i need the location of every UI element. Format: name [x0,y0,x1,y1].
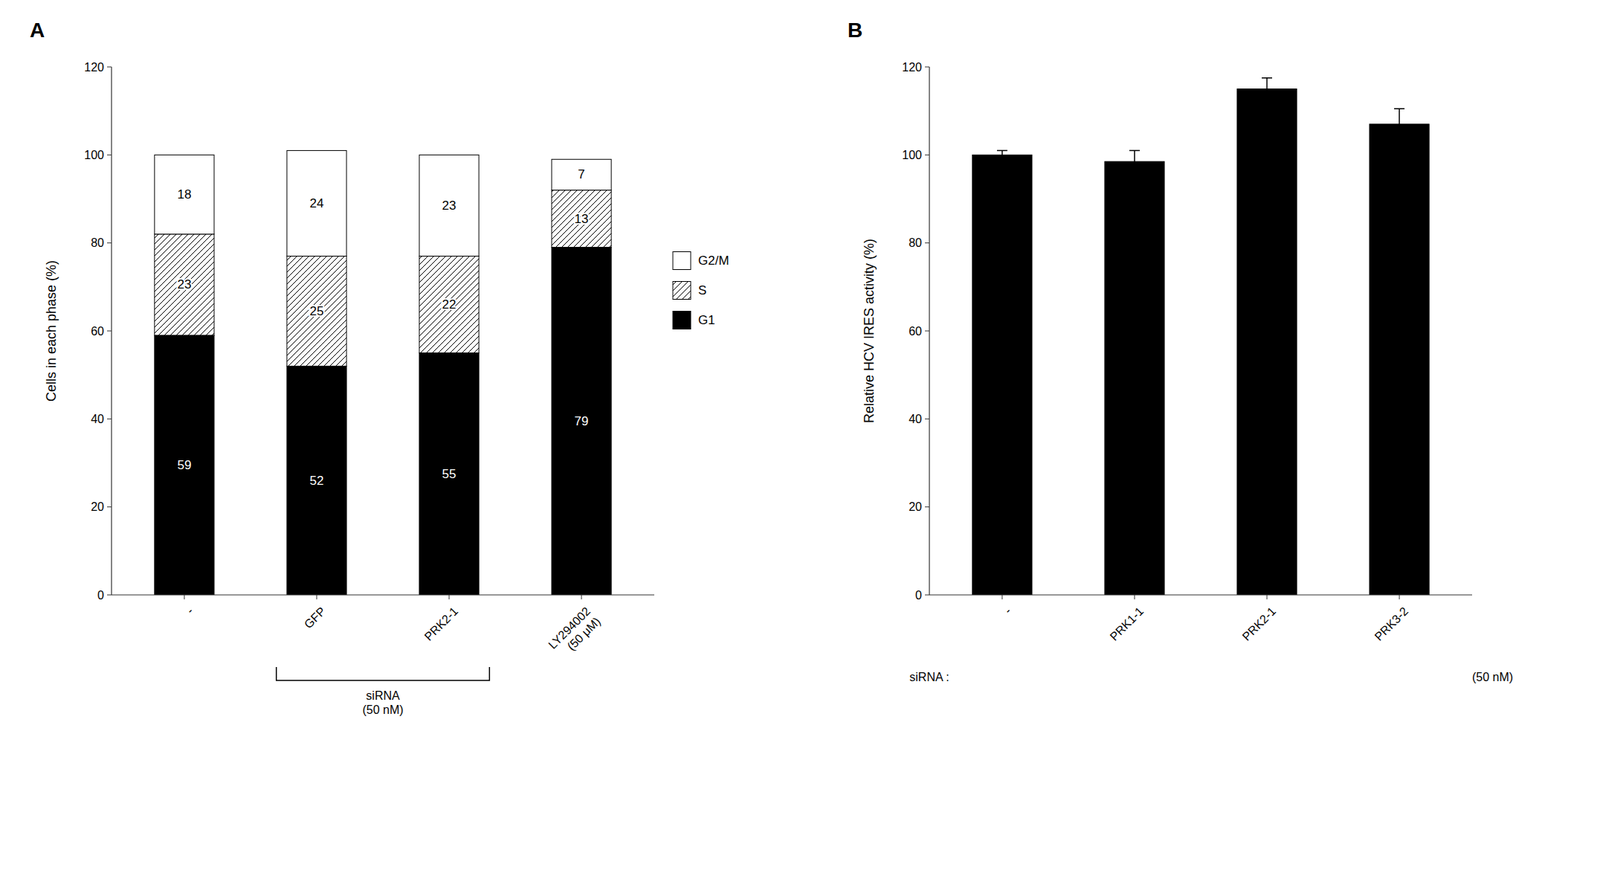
y-tick [924,330,930,332]
y-tick-label: 60 [908,324,922,338]
y-tick-label: 20 [90,500,105,514]
x-tick [1001,594,1003,600]
x-tick [581,594,583,600]
y-axis-label: Cells in each phase (%) [43,260,59,402]
y-tick-label: 60 [90,324,105,338]
y-tick [924,66,930,68]
bar [972,154,1032,595]
x-tick [183,594,185,600]
y-tick-label: 0 [97,588,105,602]
error-bar [1261,78,1273,101]
y-tick [107,242,112,244]
bar-segment [154,335,215,595]
y-tick-label: 20 [908,500,922,514]
y-tick-label: 40 [908,412,922,426]
legend-entry: G2/M [698,253,730,268]
y-tick [107,66,112,68]
data-label: 24 [310,196,325,211]
y-tick [924,506,930,508]
x-tick [315,594,317,600]
x-tick-label: PRK3-2 [1372,604,1412,644]
data-label: 25 [310,304,325,319]
plot-area [972,78,1429,595]
y-tick-label: 80 [908,236,922,250]
bar-segment [154,234,215,336]
x-tick-label: - [1001,604,1014,617]
panel: B 0 20 40 60 80 100 120 - PRK1-1 PRK2-1 PRK3-2 Relat… [847,18,1514,684]
x-tick-label: PRK2-1 [422,604,461,644]
bar [1104,161,1165,595]
legend-swatch [672,311,691,330]
data-labels: 59 23 18 52 25 24 55 22 23 79 13 7 [176,167,589,487]
x-axis [929,594,1473,595]
bar [1237,89,1297,595]
y-tick [107,506,112,508]
data-label: 7 [577,167,585,182]
y-tick [107,154,112,156]
panel: A 59 23 18 52 25 24 55 22 23 79 13 7 0 20 40 60 80 100 120 -… [29,18,730,716]
bar [1369,124,1429,595]
legend-swatch [672,252,691,270]
y-tick [924,154,930,156]
data-label: 23 [442,198,457,213]
y-tick-label: 100 [901,148,922,162]
y-tick [107,330,112,332]
y-tick-label: 80 [90,236,105,250]
x-tick-label: LY294002(50 μM) [545,604,603,661]
y-tick-label: 40 [90,412,105,426]
bar-segment [551,159,612,190]
legend: G2/M S G1 [672,252,730,330]
annotation: (50 nM) [1472,670,1514,684]
x-axis [111,594,655,595]
y-axis-label: Relative HCV IRES activity (%) [861,238,877,424]
x-tick-label: - [183,604,196,617]
annotation: siRNA(50 nM) [362,689,403,716]
data-label: 79 [574,414,589,429]
y-tick [107,594,112,596]
error-bar [1394,108,1405,140]
figure: A 59 23 18 52 25 24 55 22 23 79 13 7 0 20 40 60 80 100 120 -… [0,0,1600,876]
error-bar [997,150,1008,160]
legend-entry: S [698,283,707,298]
data-label: 13 [574,211,589,227]
x-tick-label: PRK1-1 [1107,604,1147,644]
x-tick [1133,594,1135,600]
x-tick [1399,594,1400,600]
y-tick [107,418,112,420]
bar-segment [286,255,347,366]
bracket [276,666,490,681]
data-label: 18 [176,187,192,202]
panel-label: A [29,18,45,42]
bar-segment [419,255,479,353]
data-label: 55 [442,466,457,482]
bar-segment [286,365,347,595]
x-tick [449,594,450,600]
y-tick-label: 0 [915,588,922,602]
y-tick [924,418,930,420]
bar-segment [286,150,347,256]
data-label: 22 [442,297,457,312]
plot-area [154,150,612,595]
x-tick [1266,594,1268,600]
panel-label: B [847,18,863,42]
bar-segment [551,190,612,248]
bar-segment [419,154,479,256]
annotation: siRNA : [909,670,949,684]
bar-segment [154,154,215,234]
bar-segment [419,353,479,595]
y-tick-label: 120 [901,60,922,74]
x-tick-label: PRK2-1 [1240,604,1279,644]
data-label: 23 [176,277,192,292]
legend-entry: G1 [698,313,716,328]
y-tick [924,242,930,244]
y-tick [924,594,930,596]
x-tick-label: GFP [301,604,328,631]
data-label: 52 [310,473,325,488]
legend-swatch [672,281,691,300]
data-label: 59 [176,457,192,473]
y-tick-label: 120 [84,60,105,74]
error-bar [1129,150,1140,173]
y-tick-label: 100 [84,148,105,162]
bar-segment [551,247,612,595]
